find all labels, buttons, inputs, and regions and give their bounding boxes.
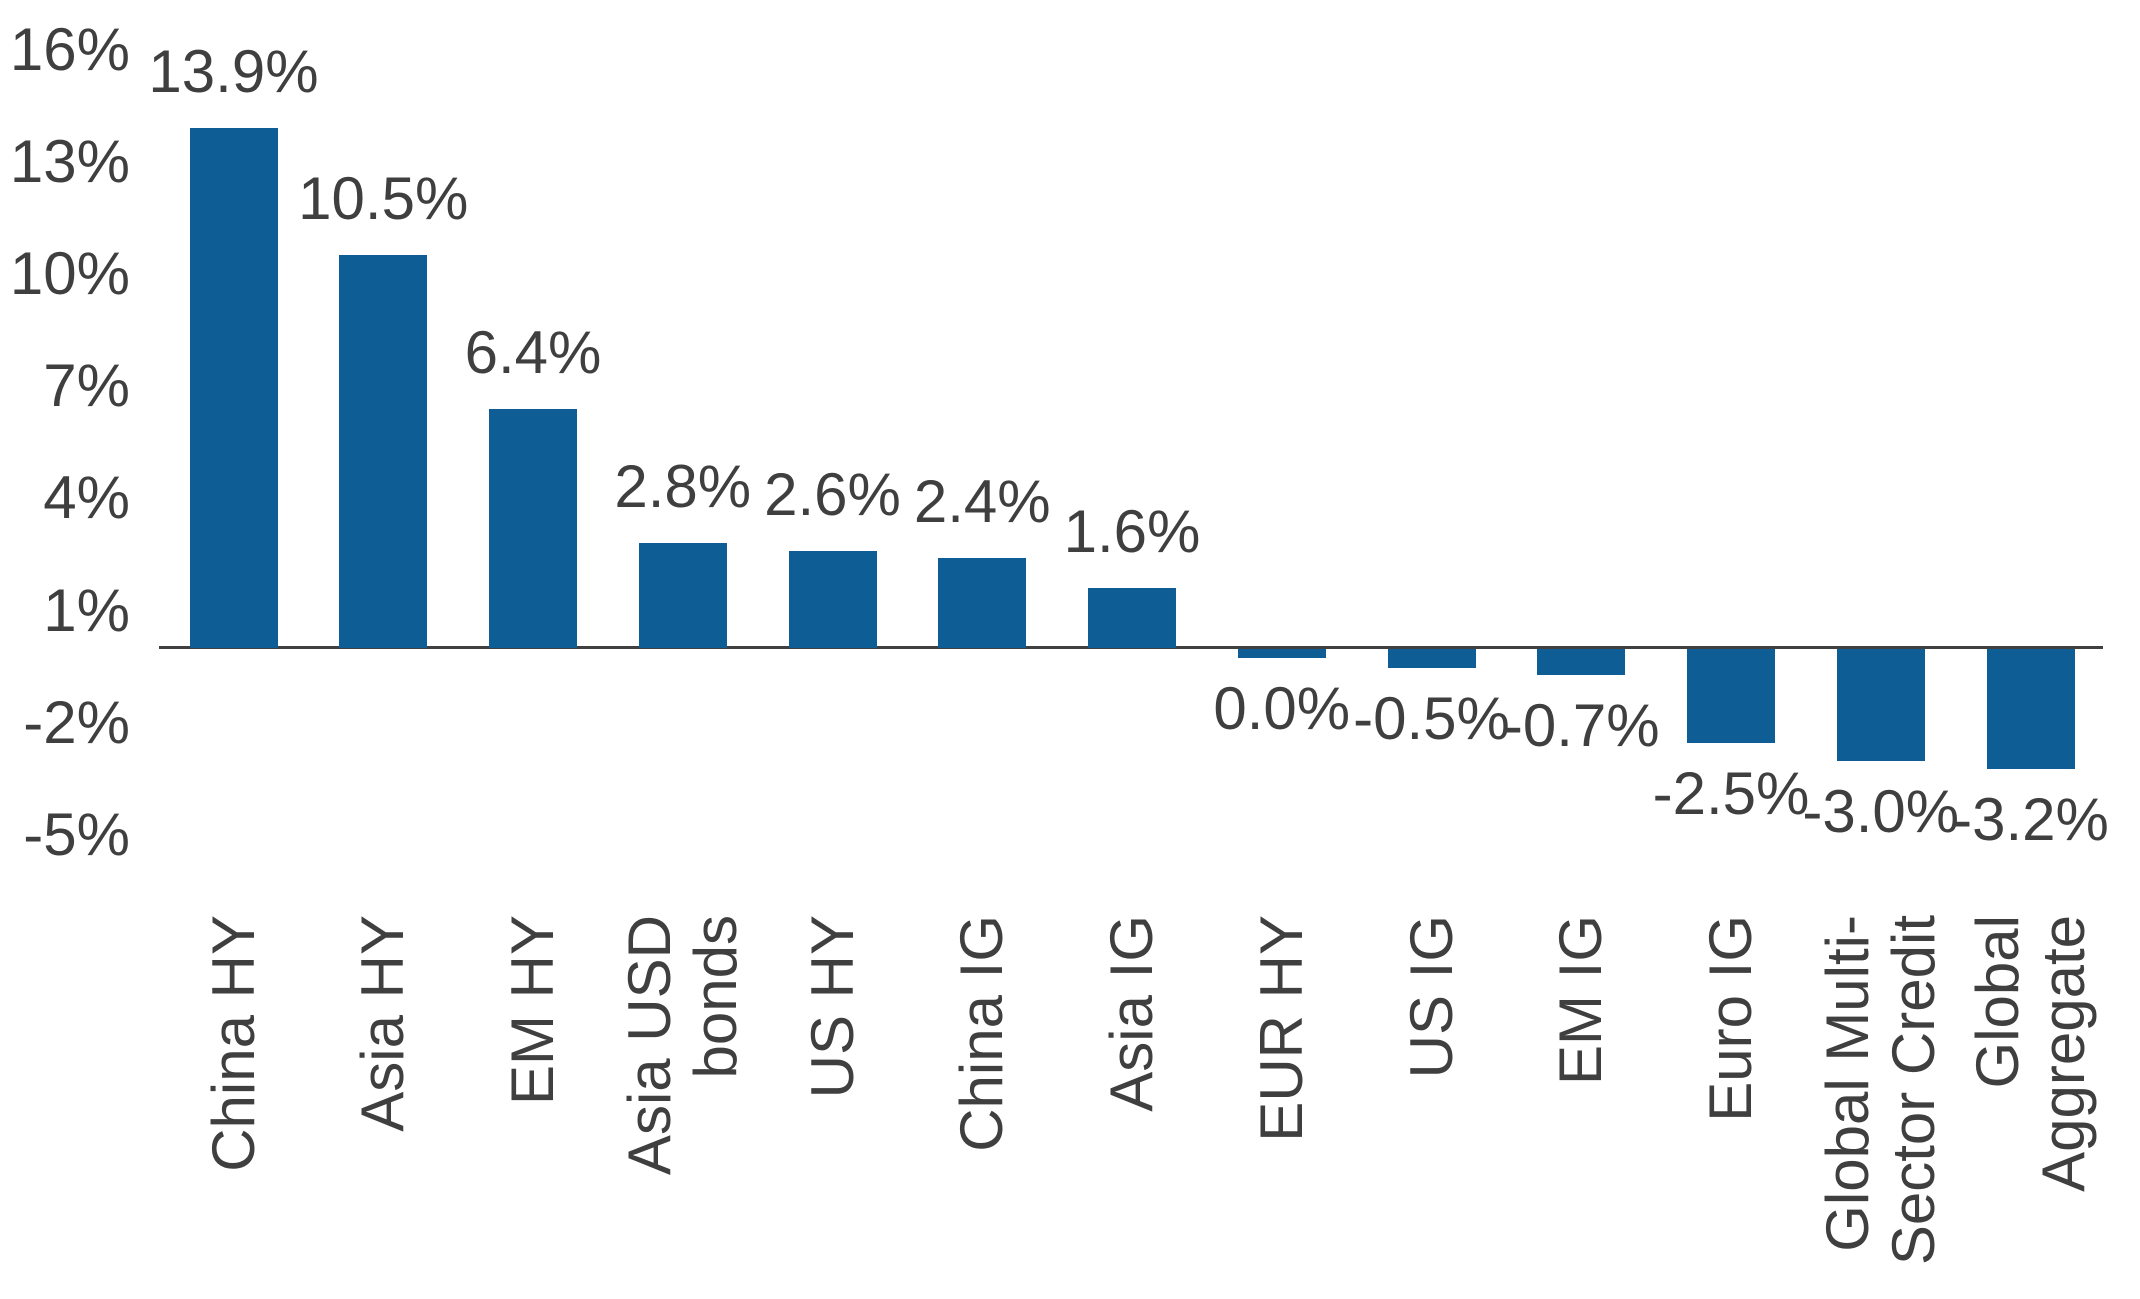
bar-global-multi-sector-credit: [1836, 649, 1925, 762]
bar-china-hy: [189, 128, 278, 648]
y-tick-label: 1%: [43, 576, 130, 644]
category-label-line: Euro IG: [1697, 915, 1764, 1122]
category-label-line: Sector Credit: [1879, 915, 1947, 1266]
data-label: 10.5%: [298, 165, 469, 233]
category-label-line: China IG: [948, 915, 1016, 1152]
data-label: 0.0%: [1213, 675, 1351, 742]
y-tick-label: 7%: [43, 352, 130, 420]
category-label-line: Asia IG: [1098, 915, 1165, 1112]
y-tick-label: 13%: [9, 127, 130, 195]
data-label: 6.4%: [464, 318, 602, 386]
bar-eur-hy: [1237, 649, 1326, 658]
category-label-asia-usd-bonds: Asia USD bonds: [615, 915, 749, 1299]
category-label-line: EM IG: [1547, 915, 1615, 1086]
bar-us-hy: [788, 550, 877, 648]
y-tick-label: -5%: [23, 801, 130, 868]
bar-euro-ig: [1687, 649, 1775, 743]
data-label: -0.5%: [1353, 684, 1510, 752]
y-tick-label: 10%: [9, 240, 130, 307]
category-label-asia-hy: Asia HY: [349, 915, 417, 1299]
data-label: 13.9%: [148, 38, 319, 106]
category-label-eur-hy: EUR HY: [1247, 915, 1315, 1299]
category-label-line: bonds: [681, 915, 749, 1079]
category-label-line: China HY: [199, 915, 267, 1172]
category-label-china-hy: China HY: [199, 915, 267, 1299]
data-label: 1.6%: [1063, 498, 1201, 566]
category-label-asia-ig: Asia IG: [1098, 915, 1165, 1299]
bar-asia-ig: [1088, 588, 1176, 648]
bar-us-ig: [1387, 649, 1476, 668]
data-label: 2.8%: [614, 453, 752, 521]
bar-em-hy: [489, 408, 577, 648]
category-label-line: Asia USD: [615, 915, 683, 1176]
bar-em-ig: [1537, 649, 1626, 676]
data-label: -2.5%: [1652, 759, 1810, 827]
category-label-euro-ig: Euro IG: [1697, 915, 1764, 1299]
bar-china-ig: [938, 558, 1027, 648]
category-label-global-aggregate: Global Aggregate: [1963, 915, 2097, 1299]
bar-asia-usd-bonds: [638, 543, 727, 648]
data-label: -3.0%: [1802, 778, 1960, 846]
category-label-china-ig: China IG: [948, 915, 1016, 1299]
category-label-line: US HY: [798, 915, 866, 1099]
y-tick-label: -2%: [23, 688, 130, 756]
bar-global-aggregate: [1986, 649, 2075, 769]
category-label-line: Asia HY: [349, 915, 417, 1132]
category-label-em-hy: EM HY: [499, 915, 566, 1299]
category-label-us-ig: US IG: [1397, 915, 1465, 1299]
category-label-em-ig: EM IG: [1547, 915, 1615, 1299]
category-label-us-hy: US HY: [798, 915, 866, 1299]
y-tick-label: 4%: [43, 464, 130, 532]
data-label: 2.6%: [764, 460, 901, 528]
data-label: -3.2%: [1952, 785, 2109, 853]
bar-asia-hy: [339, 255, 428, 648]
category-label-line: Global: [1963, 915, 2031, 1089]
category-label-line: EUR HY: [1247, 915, 1315, 1142]
category-label-line: EM HY: [499, 915, 566, 1106]
category-label-line: US IG: [1397, 915, 1465, 1079]
data-label: 2.4%: [913, 468, 1051, 536]
category-label-global-multi-sector-credit: Global Multi- Sector Credit: [1813, 915, 1947, 1299]
category-label-line: Aggregate: [2029, 915, 2097, 1192]
category-label-line: Global Multi-: [1813, 915, 1881, 1252]
y-tick-label: 16%: [9, 15, 130, 83]
data-label: -0.7%: [1502, 692, 1660, 760]
